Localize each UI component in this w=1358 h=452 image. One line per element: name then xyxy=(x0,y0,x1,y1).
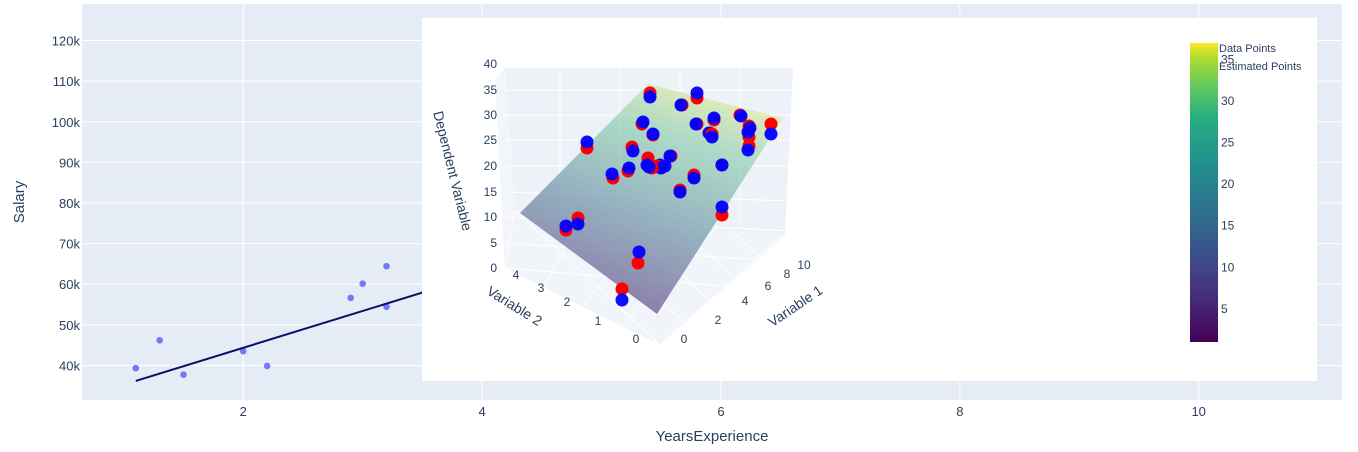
y-axis-label: Salary xyxy=(11,180,28,223)
data-point xyxy=(359,280,366,287)
x3d-tick-label: 8 xyxy=(784,267,791,281)
colorbar-tick-label: 35 xyxy=(1221,53,1235,67)
estimated-point-3d xyxy=(626,144,640,158)
z-tick-label: 0 xyxy=(490,261,497,275)
estimated-point-3d xyxy=(663,149,677,163)
data-point xyxy=(239,347,247,355)
left-wall xyxy=(495,68,515,268)
estimated-point-3d xyxy=(559,219,573,233)
data-point xyxy=(156,336,163,344)
estimated-point-3d xyxy=(715,158,729,172)
floor-gridline xyxy=(514,209,661,346)
x-tick-label: 6 xyxy=(717,404,724,419)
data-point xyxy=(383,262,390,270)
data-point xyxy=(263,362,271,370)
y-tick-label: 70k xyxy=(59,237,80,252)
colorbar-tick-label: 20 xyxy=(1221,177,1235,191)
estimated-point-3d xyxy=(654,161,668,175)
z-tick-label: 30 xyxy=(484,108,498,122)
estimated-point-3d xyxy=(636,115,650,129)
x3d-tick-label: 6 xyxy=(765,279,772,293)
colorbar-tick-label: 15 xyxy=(1221,219,1235,233)
z-tick-label: 15 xyxy=(484,185,498,199)
z-tick-label: 40 xyxy=(484,57,498,71)
x-tick-label: 2 xyxy=(240,404,247,419)
y3d-tick-label: 1 xyxy=(595,314,602,328)
legend-item-data-points[interactable]: Data Points xyxy=(1219,43,1276,55)
x3d-tick-label: 4 xyxy=(742,294,749,308)
y-tick-label: 110k xyxy=(53,74,81,89)
y-tick-label: 40k xyxy=(59,358,80,373)
legend-item-estimated-points[interactable]: Estimated Points xyxy=(1219,61,1302,73)
estimated-point-3d xyxy=(707,111,721,125)
estimated-point-3d xyxy=(689,117,703,131)
floor-gridline xyxy=(730,229,761,258)
estimated-point-3d xyxy=(632,245,646,259)
3d-markers xyxy=(559,86,778,307)
y3d-tick-label: 2 xyxy=(564,295,571,309)
estimated-point-3d xyxy=(571,217,585,231)
z-tick-label: 10 xyxy=(484,210,498,224)
x-axis-ticks: 2 4 6 8 10 xyxy=(240,404,1206,419)
data-point-3d xyxy=(764,117,778,131)
estimated-point-3d xyxy=(741,143,755,157)
x-tick-label: 4 xyxy=(478,404,485,419)
x-tick-label: 10 xyxy=(1191,404,1205,419)
x3d-tick-label: 10 xyxy=(797,258,811,272)
estimated-point-3d xyxy=(743,121,757,135)
estimated-point-3d xyxy=(605,167,619,181)
regression-line xyxy=(135,285,443,382)
data-point xyxy=(347,294,355,302)
estimated-point-3d xyxy=(690,86,704,100)
estimated-point-3d xyxy=(642,160,656,174)
y-tick-label: 50k xyxy=(59,318,80,333)
y3d-tick-label: 4 xyxy=(513,268,520,282)
floor-gridline xyxy=(660,233,784,345)
estimated-point-3d xyxy=(705,130,719,144)
floor-gridline xyxy=(504,209,516,269)
y3d-tick-label: 0 xyxy=(633,332,640,346)
scatter-marks xyxy=(132,262,443,382)
data-point xyxy=(180,371,187,378)
y-tick-label: 90k xyxy=(59,155,80,170)
y-axis-ticks: 40k 50k 60k 70k 80k 90k 100k 110k 120k xyxy=(52,34,81,374)
colorbar-tick-label: 5 xyxy=(1221,302,1228,316)
estimated-point-3d xyxy=(715,200,729,214)
z-tick-label: 35 xyxy=(484,83,498,97)
estimated-point-3d xyxy=(643,90,657,104)
estimated-point-3d xyxy=(615,293,629,307)
data-point xyxy=(383,303,390,311)
regression-plane xyxy=(520,84,783,314)
y3d-tick-label: 3 xyxy=(538,281,545,295)
estimated-point-3d xyxy=(622,161,636,175)
x3d-tick-label: 0 xyxy=(681,332,688,346)
estimated-point-3d xyxy=(673,185,687,199)
colorbar-tick-label: 25 xyxy=(1221,136,1235,150)
z-tick-label: 20 xyxy=(484,159,498,173)
estimated-point-3d xyxy=(734,109,748,123)
x-axis-label: YearsExperience xyxy=(656,428,769,445)
estimated-point-3d xyxy=(646,127,660,141)
data-point-3d xyxy=(631,256,645,270)
z-tick-label: 5 xyxy=(490,236,497,250)
data-point-3d xyxy=(615,282,629,296)
estimated-point-3d xyxy=(674,98,688,112)
estimated-point-3d xyxy=(687,171,701,185)
x-tick-label: 8 xyxy=(956,404,963,419)
estimated-point-3d xyxy=(764,127,778,141)
y-tick-label: 60k xyxy=(59,277,80,292)
y-tick-label: 120k xyxy=(52,34,81,49)
data-point xyxy=(132,364,140,372)
estimated-point-3d xyxy=(580,135,594,149)
z-tick-label: 25 xyxy=(484,133,498,147)
colorbar-tick-label: 10 xyxy=(1221,260,1235,274)
colorbar-ticks: 5 10 15 20 25 30 35 xyxy=(1221,53,1235,316)
colorbar xyxy=(1190,43,1218,342)
y-tick-label: 100k xyxy=(52,115,81,130)
y-tick-label: 80k xyxy=(59,196,80,211)
x3d-tick-label: 2 xyxy=(715,313,722,327)
colorbar-tick-label: 30 xyxy=(1221,94,1235,108)
